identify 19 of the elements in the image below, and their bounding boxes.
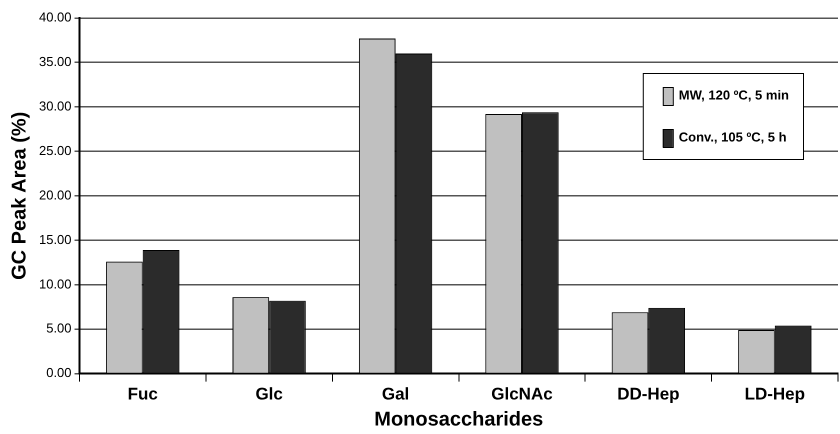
y-tick-label: 25.00 xyxy=(38,142,72,158)
y-tick-label: 10.00 xyxy=(38,276,72,292)
x-tick-label: Gal xyxy=(382,384,410,404)
y-tick-label: 15.00 xyxy=(38,232,72,247)
x-tick-label: LD-Hep xyxy=(744,384,806,404)
y-tick-label: 0.00 xyxy=(46,365,72,380)
y-tick-label: 5.00 xyxy=(46,320,72,336)
x-tick-label: GlcNAc xyxy=(491,384,553,404)
x-tick-label: Fuc xyxy=(128,384,158,404)
y-tick-label: 35.00 xyxy=(38,54,72,70)
y-axis-title: GC Peak Area (%) xyxy=(8,112,31,280)
legend-label: MW, 120 ºC, 5 min xyxy=(678,88,790,103)
x-axis-title: Monosaccharides xyxy=(374,408,544,431)
y-tick-label: 40.00 xyxy=(38,10,72,25)
x-tick-label: DD-Hep xyxy=(617,384,680,404)
y-tick-label: 20.00 xyxy=(38,187,72,202)
y-tick-label: 30.00 xyxy=(38,98,72,114)
legend-label: Conv., 105 ºC, 5 h xyxy=(678,130,787,145)
x-tick-label: Glc xyxy=(255,384,283,404)
